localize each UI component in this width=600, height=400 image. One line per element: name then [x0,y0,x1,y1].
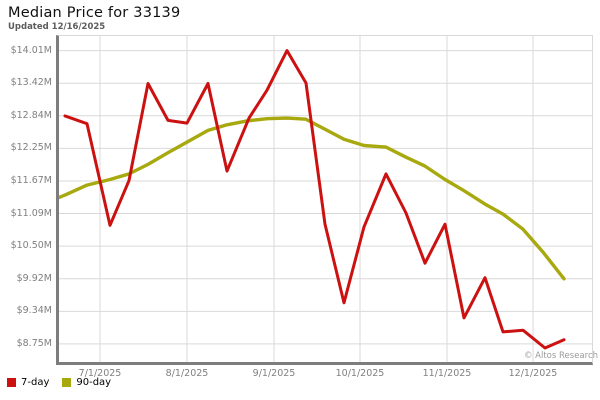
y-tick-label: $11.67M [10,175,52,186]
x-tick-label: 9/1/2025 [252,368,296,379]
legend-label: 90-day [76,377,112,388]
x-tick-label: 7/1/2025 [78,368,122,379]
attribution-text: © Altos Research [523,351,598,361]
y-tick-label: $9.92M [16,273,52,284]
y-tick-label: $13.42M [10,77,52,88]
legend: 7-day 90-day [7,377,111,388]
legend-swatch [7,378,16,387]
page-title: Median Price for 33139 [8,5,181,21]
y-tick-label: $11.09M [10,208,52,219]
legend-item-90-day: 90-day [62,377,111,388]
series-line-90-day [59,116,566,281]
y-tick-label: $8.75M [16,338,52,349]
page-subtitle: Updated 12/16/2025 [8,22,106,32]
x-tick-label: 11/1/2025 [422,368,472,379]
legend-label: 7-day [21,377,50,388]
y-tick-label: $10.50M [10,240,52,251]
y-tick-label: $12.25M [10,142,52,153]
series-line-7-day [63,49,566,350]
x-tick-label: 10/1/2025 [335,368,385,379]
legend-swatch [62,378,72,387]
y-tick-label: $14.01M [10,45,52,56]
chart-canvas [59,36,592,362]
x-tick-label: 12/1/2025 [508,368,558,379]
y-tick-label: $9.34M [16,305,52,316]
plot-area [56,35,593,365]
x-tick-label: 8/1/2025 [165,368,209,379]
y-tick-label: $12.84M [10,110,52,121]
legend-item-7-day: 7-day [7,377,49,388]
